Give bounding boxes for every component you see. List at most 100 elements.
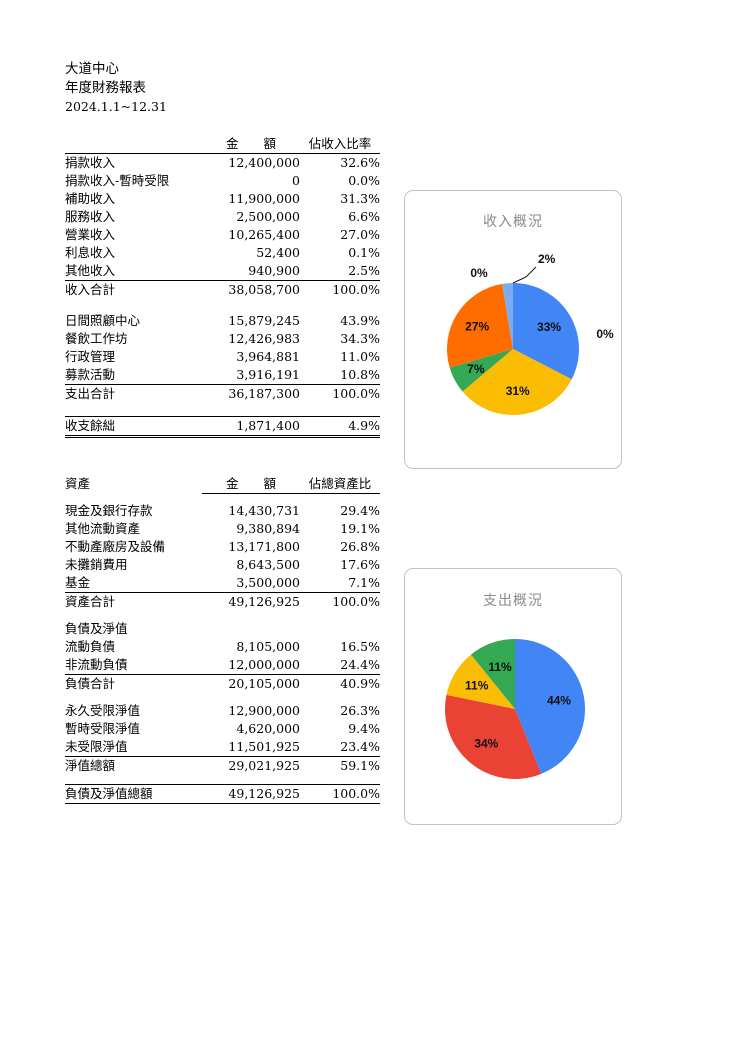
pie-slice-label: 7% (467, 362, 485, 376)
pie-slice[interactable] (445, 694, 542, 779)
row-pct: 17.6% (340, 557, 380, 573)
org-name: 大道中心 (65, 61, 119, 77)
row-pct: 31.3% (340, 191, 380, 207)
row-label: 未攤銷費用 (65, 557, 128, 573)
row-pct: 23.4% (300, 738, 380, 758)
row-pct: 100.0% (332, 282, 380, 298)
pie-slice[interactable] (515, 639, 585, 774)
pie-slice[interactable] (447, 283, 513, 368)
table-row: 營業收入 10,265,400 27.0% (65, 226, 380, 244)
pie-slice[interactable] (502, 283, 513, 349)
pie-slice[interactable] (446, 654, 515, 709)
balance-sheet-body: 資產 金 額 佔總資產比 現金及銀行存款 14,430,731 29.4% 其他… (65, 473, 380, 804)
table-row: 餐飲工作坊 12,426,983 34.3% (65, 330, 380, 348)
row-label: 永久受限淨值 (65, 703, 141, 719)
row-pct: 0.0% (348, 173, 380, 189)
header-label: 資產 (65, 476, 91, 492)
pie-outside-label: 0% (596, 327, 614, 341)
table-row: 利息收入 52,400 0.1% (65, 244, 380, 262)
row-label: 捐款收入-暫時受限 (65, 173, 170, 189)
row-amount: 10,265,400 (228, 227, 300, 243)
table-row: 捐款收入-暫時受限 0 0.0% (65, 172, 380, 190)
row-pct: 2.5% (300, 262, 380, 282)
table-row: 基金 3,500,000 7.1% (65, 574, 380, 594)
row-pct: 0.1% (348, 245, 380, 261)
row-pct: 6.6% (348, 209, 380, 225)
row-pct: 19.1% (340, 521, 380, 537)
row-amount: 12,000,000 (202, 656, 300, 676)
table-row: 非流動負債 12,000,000 24.4% (65, 656, 380, 676)
pie-slice-label: 27% (465, 320, 489, 334)
table-row: 暫時受限淨值 4,620,000 9.4% (65, 720, 380, 738)
row-amount: 12,400,000 (202, 153, 300, 173)
table-row: 現金及銀行存款 14,430,731 29.4% (65, 502, 380, 520)
pie-slice[interactable] (462, 349, 572, 415)
row-label: 日間照顧中心 (65, 313, 141, 329)
row-pct: 16.5% (340, 639, 380, 655)
pie-slice[interactable] (502, 283, 513, 349)
row-pct: 11.0% (340, 349, 380, 365)
spacer-row (65, 299, 380, 312)
pie-slice-label: 34% (474, 736, 498, 750)
row-pct: 27.0% (340, 227, 380, 243)
table-header-row: 金 額 佔收入比率 (65, 134, 380, 155)
row-amount: 11,900,000 (228, 191, 300, 207)
spacer-row (65, 403, 380, 416)
row-pct: 26.8% (340, 539, 380, 555)
pie-slice-label: 44% (547, 693, 571, 707)
income-chart-card[interactable]: 收入概況 33% 31% 7% 27% 0% 2% 0% (404, 190, 622, 469)
row-pct: 9.4% (348, 721, 380, 737)
row-pct: 40.9% (340, 676, 380, 692)
income-pie-chart[interactable]: 33% 31% 7% 27% 0% 2% 0% (405, 191, 623, 470)
header-pct: 佔總資產比 (300, 473, 380, 494)
row-pct: 26.3% (340, 703, 380, 719)
row-amount: 20,105,000 (228, 676, 300, 692)
report-title: 年度財務報表 (65, 80, 146, 97)
table-row: 募款活動 3,916,191 10.8% (65, 366, 380, 386)
spacer-row (65, 611, 380, 620)
row-pct: 100.0% (332, 594, 380, 610)
table-row: 行政管理 3,964,881 11.0% (65, 348, 380, 366)
header-pct: 佔收入比率 (300, 134, 380, 155)
header-amount: 金 額 (202, 134, 300, 155)
pie-slice[interactable] (470, 639, 515, 709)
row-amount: 3,916,191 (202, 366, 300, 386)
row-pct: 10.8% (300, 366, 380, 386)
row-label: 未受限淨值 (65, 738, 202, 758)
row-pct: 34.3% (340, 331, 380, 347)
expense-chart-card[interactable]: 支出概況 44% 34% 11% 11% (404, 568, 622, 825)
row-pct: 100.0% (300, 783, 380, 804)
row-pct: 24.4% (300, 656, 380, 676)
row-pct: 43.9% (340, 313, 380, 329)
row-amount: 3,500,000 (202, 574, 300, 594)
row-amount: 38,058,700 (228, 282, 300, 298)
pie-slice-label: 31% (506, 384, 530, 398)
table-row: 其他收入 940,900 2.5% (65, 262, 380, 282)
pie-label-leader-line (512, 266, 537, 284)
expense-pie-chart[interactable]: 44% 34% 11% 11% (405, 569, 623, 826)
row-label: 非流動負債 (65, 656, 202, 676)
row-label: 負債合計 (65, 676, 116, 692)
row-label: 流動負債 (65, 639, 116, 655)
income-statement-body: 金 額 佔收入比率 捐款收入 12,400,000 32.6% 捐款收入-暫時受… (65, 134, 380, 438)
pie-slice[interactable] (513, 283, 579, 380)
row-label: 捐款收入 (65, 153, 202, 173)
row-amount: 2,500,000 (236, 209, 300, 225)
spacer-row (65, 693, 380, 702)
row-label: 其他收入 (65, 262, 202, 282)
pie-slice[interactable] (449, 349, 513, 392)
pie-outside-label: 0% (470, 266, 488, 280)
row-amount: 8,105,000 (236, 639, 300, 655)
row-pct: 100.0% (332, 386, 380, 402)
pie-slice-label: 11% (488, 660, 512, 674)
row-amount: 49,126,925 (228, 594, 300, 610)
table-row: 日間照顧中心 15,879,245 43.9% (65, 312, 380, 330)
table-row: 流動負債 8,105,000 16.5% (65, 638, 380, 656)
liability-total-row: 負債合計 20,105,000 40.9% (65, 675, 380, 694)
table-row: 其他流動資產 9,380,894 19.1% (65, 520, 380, 538)
row-label: 資產合計 (65, 594, 116, 610)
row-pct: 7.1% (300, 574, 380, 594)
pie-slice-label: 11% (465, 679, 489, 693)
row-amount: 4,620,000 (236, 721, 300, 737)
row-pct: 4.9% (300, 415, 380, 438)
